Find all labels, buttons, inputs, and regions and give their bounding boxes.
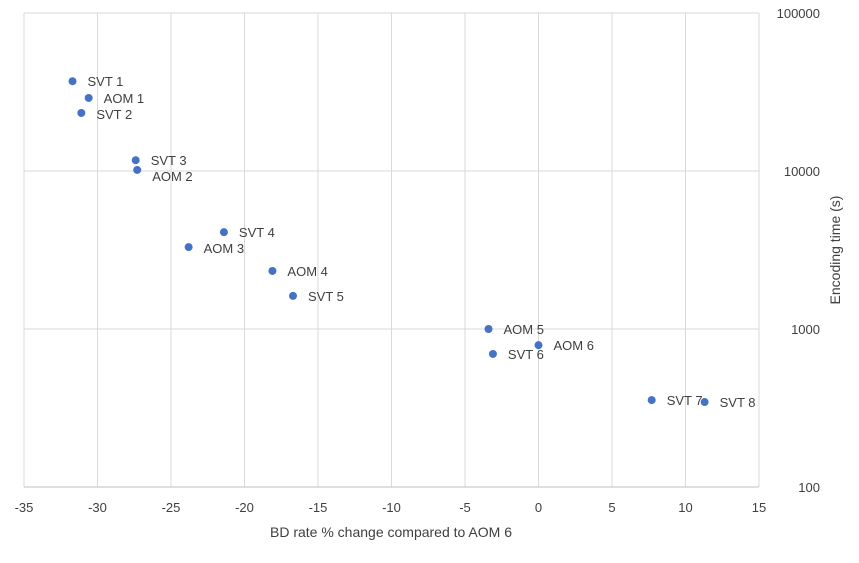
x-tick-label: -30 [88,500,107,515]
x-tick-label: -10 [382,500,401,515]
x-axis-title: BD rate % change compared to AOM 6 [270,524,512,540]
x-tick-label: 5 [608,500,615,515]
y-tick-labels: 100 1000 10000 100000 [777,6,820,495]
data-label: SVT 4 [239,225,275,240]
x-tick-label: -20 [235,500,254,515]
data-point [488,349,497,358]
data-label: SVT 3 [151,153,187,168]
x-tick-label: -25 [162,500,181,515]
data-points [68,77,709,407]
data-label: SVT 1 [88,74,124,89]
data-label: SVT 6 [508,347,544,362]
data-point [700,398,709,407]
data-point [77,108,86,117]
data-point [133,165,142,174]
data-label: SVT 8 [720,395,756,410]
y-tick-label: 10000 [784,164,820,179]
y-tick-label: 100000 [777,6,820,21]
gridlines [23,12,760,488]
x-tick-label: -15 [309,500,328,515]
x-tick-label: 0 [535,500,542,515]
y-axis-title: Encoding time (s) [827,196,843,305]
x-tick-label: 10 [678,500,692,515]
data-point [647,396,656,405]
data-label: SVT 7 [667,393,703,408]
data-point [219,228,228,237]
data-label: AOM 6 [554,338,594,353]
x-tick-label: -35 [15,500,34,515]
data-label: AOM 4 [287,264,327,279]
data-point [484,325,493,333]
data-point [534,341,543,350]
x-tick-label: 15 [752,500,766,515]
x-tick-label: -5 [459,500,471,515]
data-point [289,291,298,300]
x-tick-labels: -35 -30 -25 -20 -15 -10 -5 0 5 10 15 [15,500,767,515]
data-label: SVT 2 [96,107,132,122]
data-label: SVT 5 [308,289,344,304]
data-point [131,156,140,165]
data-point [68,77,77,86]
data-point [184,243,193,252]
data-label: AOM 1 [104,91,144,106]
y-tick-label: 100 [798,480,820,495]
data-point [84,93,93,102]
y-tick-label: 1000 [791,322,820,337]
data-label: AOM 3 [204,241,244,256]
data-label: AOM 2 [152,169,192,184]
data-point [268,266,277,275]
data-label: AOM 5 [504,322,544,337]
